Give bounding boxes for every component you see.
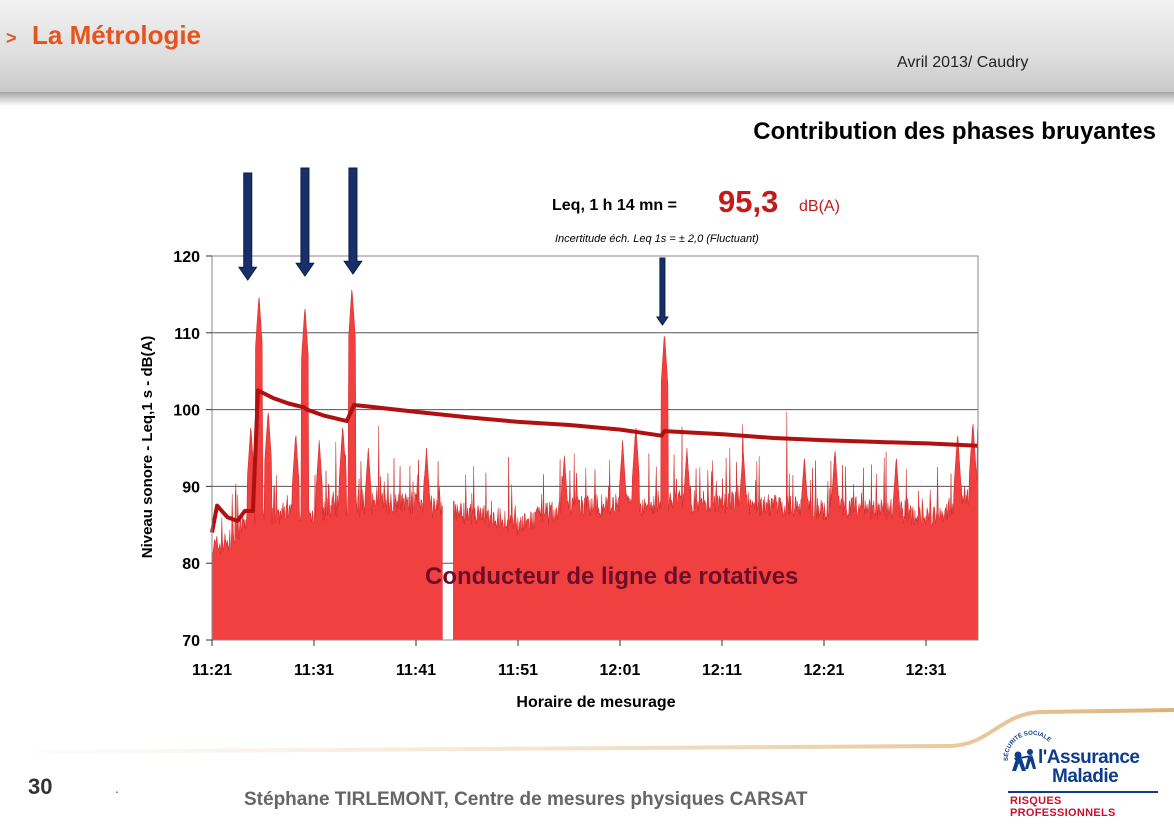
instant-level-area-1 <box>453 335 979 641</box>
slide-subtitle: Contribution des phases bruyantes <box>753 118 1156 145</box>
leq-value: 95,3 <box>718 184 778 219</box>
chart-annotation: Conducteur de ligne de rotatives <box>425 563 798 590</box>
logo-emblem-icon: SÉCURITÉ SOCIALE <box>1002 731 1052 771</box>
down-arrow-marker-icon <box>237 172 258 281</box>
down-arrow-marker-icon <box>655 257 669 326</box>
y-tick-label: 100 <box>173 403 200 420</box>
footer-dot: . <box>115 780 119 796</box>
cumulative-leq-line <box>210 388 979 533</box>
section-chevron: > <box>6 28 17 48</box>
plot-frame <box>211 255 979 641</box>
x-tick-label: 11:21 <box>192 662 232 679</box>
x-tick-label: 12:21 <box>804 662 845 679</box>
logo-line1: l'Assurance <box>1038 747 1140 768</box>
arrow-layer <box>237 167 669 326</box>
header-shadow <box>0 92 1174 106</box>
header-band <box>0 0 1174 92</box>
logo-line3: RISQUES PROFESSIONNELS <box>1010 795 1116 819</box>
x-tick-label: 11:51 <box>498 662 538 679</box>
y-tick-label: 90 <box>182 479 200 496</box>
assurance-maladie-logo: SÉCURITÉ SOCIALE l'Assurance Maladie RIS… <box>1000 725 1168 819</box>
area-layer <box>211 289 979 641</box>
y-tick-label: 120 <box>173 249 200 266</box>
leq-prefix: Leq, 1 h 14 mn = <box>552 197 677 214</box>
line-layer <box>210 388 979 533</box>
down-arrow-marker-icon <box>343 167 363 275</box>
x-axis-label: Horaire de mesurage <box>516 694 675 711</box>
x-tick-label: 11:41 <box>396 662 436 679</box>
leq-unit: dB(A) <box>799 198 840 215</box>
x-tick-label: 12:01 <box>600 662 641 679</box>
x-tick-label: 12:31 <box>906 662 947 679</box>
uncertainty-note: Incertitude éch. Leq 1s = ± 2,0 (Fluctua… <box>555 233 759 245</box>
down-arrow-marker-icon <box>295 167 315 277</box>
date-place: Avril 2013/ Caudry <box>897 54 1029 71</box>
page-number: 30 <box>28 774 53 799</box>
tick-layer: 70 80 90 100 110 120 11:21 11:31 11:41 11:51 12:01… <box>173 249 946 679</box>
y-tick-label: 80 <box>182 556 200 573</box>
x-tick-label: 11:31 <box>294 662 334 679</box>
x-tick-label: 12:11 <box>702 662 742 679</box>
logo-line2: Maladie <box>1052 766 1119 787</box>
section-title: La Métrologie <box>32 20 202 50</box>
noise-level-chart: 70 80 90 100 110 120 11:21 11:31 11:41 11:51 12:01… <box>139 167 979 711</box>
footer-swoosh <box>0 708 1174 754</box>
footer-author: Stéphane TIRLEMONT, Centre de mesures ph… <box>244 789 808 810</box>
y-tick-label: 70 <box>182 633 200 650</box>
y-axis-label: Niveau sonore - Leq,1 s - dB(A) <box>139 336 156 559</box>
instant-level-area-0 <box>211 289 443 641</box>
y-tick-label: 110 <box>174 326 200 343</box>
logo-divider <box>1008 791 1158 793</box>
